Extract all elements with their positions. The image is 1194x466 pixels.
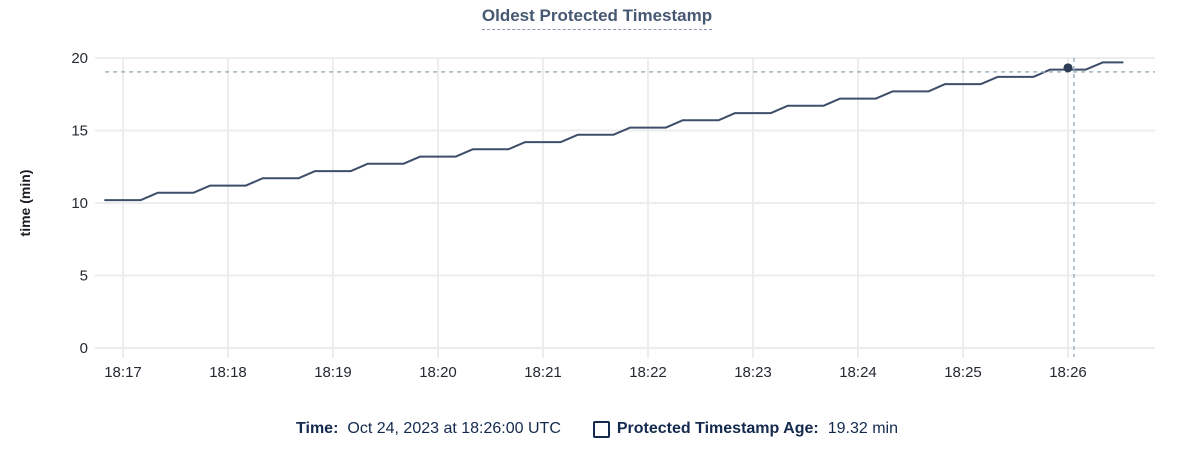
x-axis-tick-label: 18:25 (944, 364, 982, 381)
y-axis-tick-label: 20 (71, 50, 88, 67)
x-axis-tick-label: 18:21 (524, 364, 562, 381)
hover-time-value: Oct 24, 2023 at 18:26:00 UTC (347, 420, 561, 437)
x-axis-tick-label: 18:24 (839, 364, 877, 381)
legend-checkbox-icon[interactable] (592, 420, 610, 438)
hover-point-dot (1063, 63, 1073, 73)
y-axis-tick-label: 5 (80, 268, 88, 285)
x-axis-tick-label: 18:17 (104, 364, 142, 381)
chart-legend: Time: Oct 24, 2023 at 18:26:00 UTC Prote… (0, 420, 1194, 438)
x-axis-tick-label: 18:19 (314, 364, 352, 381)
x-axis-tick-label: 18:23 (734, 364, 772, 381)
x-axis-tick-label: 18:22 (629, 364, 667, 381)
timeseries-chart: 18:17 18:18 18:19 18:20 18:21 18:22 18:23 18:24… (17, 50, 1155, 381)
y-axis-tick-label: 10 (71, 195, 88, 212)
series-line-protected-timestamp-age (104, 61, 1124, 202)
plot-area[interactable] (95, 58, 1155, 348)
series-name-label: Protected Timestamp Age: (616, 420, 819, 437)
hover-time-label: Time: (296, 420, 339, 437)
chart-title[interactable]: Oldest Protected Timestamp (481, 6, 713, 30)
y-axis-tick-label: 15 (71, 123, 88, 140)
legend-item-protected-timestamp-age[interactable]: Protected Timestamp Age: 19.32 min (592, 420, 898, 438)
y-axis-title: time (min) (17, 170, 33, 237)
x-axis-tick-label: 18:18 (209, 364, 247, 381)
x-axis-tick-label: 18:20 (419, 364, 457, 381)
series-hover-value: 19.32 min (827, 420, 898, 437)
chart-title-wrap: Oldest Protected Timestamp (0, 6, 1194, 30)
x-axis-tick-label: 18:26 (1049, 364, 1087, 381)
y-axis-tick-label: 0 (80, 340, 88, 357)
